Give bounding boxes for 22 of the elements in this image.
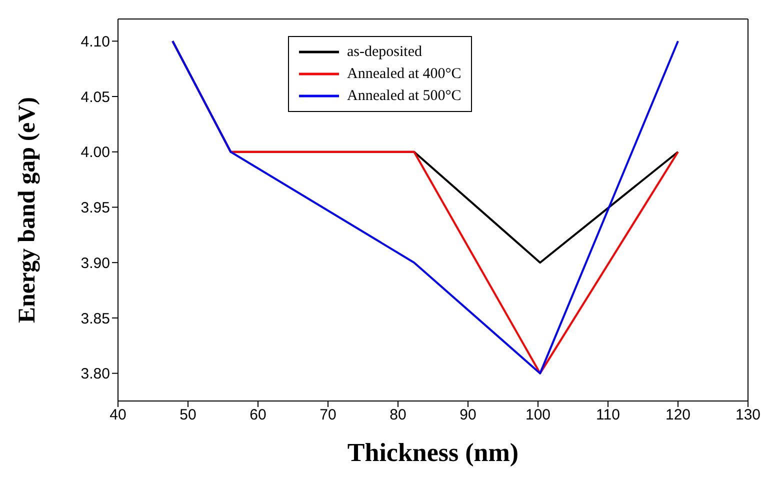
legend-label: Annealed at 500°C bbox=[347, 88, 462, 104]
x-tick-label: 70 bbox=[320, 406, 336, 424]
x-axis-title: Thickness (nm) bbox=[347, 438, 519, 467]
legend-label: Annealed at 400°C bbox=[347, 66, 462, 82]
x-tick-label: 130 bbox=[735, 406, 761, 424]
x-tick-label: 60 bbox=[250, 406, 266, 424]
x-tick-label: 80 bbox=[390, 406, 406, 424]
x-tick-label: 110 bbox=[596, 406, 620, 424]
y-tick-label: 4.10 bbox=[80, 33, 110, 50]
x-tick-label: 100 bbox=[525, 406, 551, 424]
x-tick-label: 50 bbox=[180, 406, 196, 424]
y-tick-label: 3.80 bbox=[80, 366, 110, 383]
y-tick-label: 3.85 bbox=[80, 310, 110, 328]
y-tick-label: 4.00 bbox=[80, 144, 110, 162]
legend-label: as-deposited bbox=[347, 44, 422, 60]
y-tick-label: 4.05 bbox=[80, 88, 110, 106]
y-tick-label: 3.90 bbox=[80, 254, 110, 272]
y-axis-title: Energy band gap (eV) bbox=[14, 96, 41, 324]
x-tick-label: 40 bbox=[110, 406, 126, 424]
y-tick-label: 3.95 bbox=[80, 200, 110, 217]
x-tick-label: 120 bbox=[665, 406, 691, 424]
x-tick-label: 90 bbox=[460, 406, 476, 424]
